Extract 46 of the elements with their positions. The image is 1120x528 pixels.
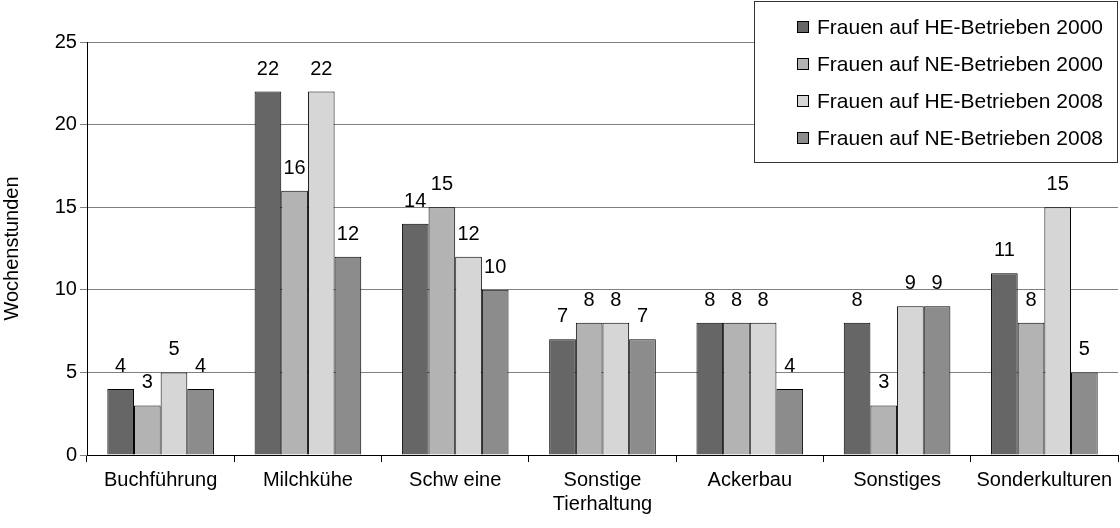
data-label: 8: [704, 287, 716, 310]
data-label: 15: [1046, 172, 1069, 195]
data-label: 10: [484, 254, 507, 277]
x-tick-label: Sonstige Tierhaltung: [552, 467, 653, 514]
data-label: 4: [195, 353, 207, 376]
data-label: 8: [730, 287, 743, 310]
legend-label: Frauen auf NE-Betrieben 2008: [816, 125, 1103, 150]
x-tick-label: Sonderkulturen: [976, 467, 1113, 490]
data-label: 5: [1078, 337, 1090, 360]
x-tick-label: Buchführung: [103, 467, 218, 490]
y-axis-title: Wochenstunden: [0, 176, 22, 321]
y-tick-label: 5: [65, 359, 77, 382]
data-label: 9: [931, 271, 943, 294]
data-label: 16: [283, 155, 306, 178]
data-label: 4: [784, 353, 796, 376]
data-label: 9: [904, 271, 916, 294]
data-label: 8: [757, 287, 769, 310]
data-label: 22: [256, 56, 280, 79]
data-label: 14: [404, 188, 427, 211]
data-label: 11: [993, 238, 1015, 261]
data-label: 8: [1025, 287, 1037, 310]
x-tick-label: Ackerbau: [707, 467, 793, 490]
data-label: 12: [457, 221, 480, 244]
data-label: 7: [556, 304, 569, 327]
data-label: 7: [636, 304, 649, 327]
data-label: 3: [878, 370, 890, 393]
data-label: 8: [583, 287, 595, 310]
data-label: 15: [430, 172, 454, 195]
x-tick-label: Sonstiges: [853, 467, 941, 490]
x-tick-label: Schw eine: [409, 467, 502, 490]
data-label: 12: [336, 221, 360, 244]
data-label: 5: [168, 337, 180, 360]
x-tick-label: Milchkühe: [262, 467, 353, 490]
data-label: 8: [851, 287, 863, 310]
data-label: 4: [115, 353, 127, 376]
data-label: 22: [310, 56, 333, 79]
y-tick-label: 0: [65, 442, 77, 465]
data-label: 8: [610, 287, 622, 310]
y-tick-label: 10: [54, 277, 77, 300]
legend-label: Frauen auf HE-Betrieben 2000: [816, 14, 1103, 39]
data-label: 3: [141, 370, 153, 393]
legend-label: Frauen auf HE-Betrieben 2008: [816, 88, 1103, 113]
y-tick-label: 20: [54, 112, 77, 135]
y-tick-label: 25: [54, 29, 77, 52]
y-tick-label: 15: [54, 194, 77, 217]
legend-label: Frauen auf NE-Betrieben 2000: [816, 51, 1103, 76]
